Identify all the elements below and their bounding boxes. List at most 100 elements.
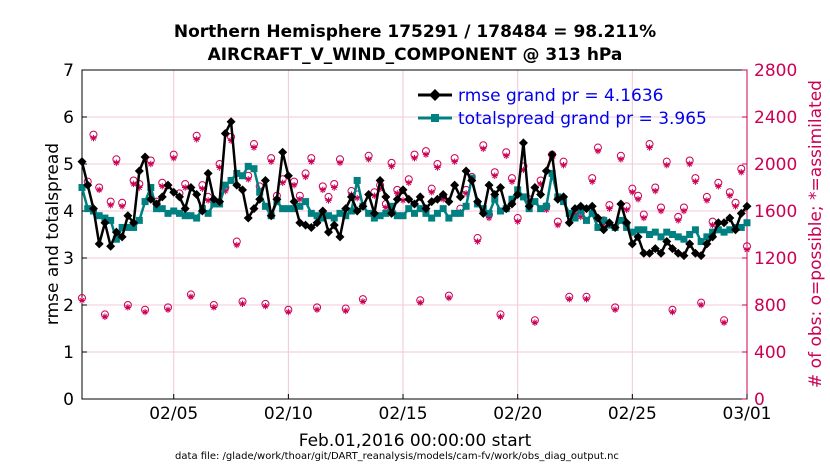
obs-assimilated-marker xyxy=(629,189,636,196)
rmse-point xyxy=(352,206,362,216)
line-series xyxy=(77,117,752,261)
rmse-point xyxy=(627,239,637,249)
obs-assimilated-marker xyxy=(451,158,458,165)
x-tick-label: 02/20 xyxy=(493,404,542,424)
rmse-point xyxy=(318,206,328,216)
spread-point xyxy=(588,209,596,217)
spread-point xyxy=(451,209,459,217)
rmse-point xyxy=(702,239,712,249)
obs-assimilated-marker xyxy=(394,190,401,197)
obs-assimilated-marker xyxy=(204,197,212,204)
obs-assimilated-marker xyxy=(411,154,418,162)
x-tick-label: 02/15 xyxy=(379,404,428,424)
obs-assimilated-marker xyxy=(634,196,642,203)
obs-assimilated-marker xyxy=(503,152,510,159)
rmse-point xyxy=(266,211,276,221)
y-left-tick-label: 7 xyxy=(63,61,74,81)
rmse-point xyxy=(381,192,391,202)
obs-assimilated-marker xyxy=(118,203,126,210)
rmse-point xyxy=(260,175,270,185)
rmse-point xyxy=(622,218,632,228)
spread-point xyxy=(147,184,155,191)
spread-point xyxy=(668,231,676,238)
spread-point xyxy=(336,209,344,217)
y-axis-right-label: # of obs: o=possible; *=assimilated xyxy=(806,80,826,388)
y-left-tick-label: 3 xyxy=(63,249,74,269)
rmse-point xyxy=(501,204,511,214)
spread-point xyxy=(519,193,527,201)
obs-assimilated-marker xyxy=(422,151,430,158)
spread-point xyxy=(709,228,717,236)
rmse-point xyxy=(117,232,127,242)
rmse-point xyxy=(507,199,517,209)
spread-point xyxy=(565,209,573,217)
rmse-point xyxy=(341,204,351,214)
y-right-tick-label: 800 xyxy=(754,296,786,316)
rmse-point xyxy=(146,194,156,204)
obs-assimilated-marker xyxy=(170,154,177,162)
spread-point xyxy=(686,231,694,238)
obs-assimilated-marker xyxy=(462,190,470,197)
spread-point xyxy=(726,226,734,234)
rmse-point xyxy=(736,208,746,218)
rmse-point xyxy=(432,194,442,204)
x-tick-label: 02/25 xyxy=(608,404,657,424)
rmse-point xyxy=(123,211,133,221)
spread-point xyxy=(307,209,315,217)
spread-point xyxy=(651,228,659,236)
rmse-point xyxy=(541,166,551,176)
rmse-point xyxy=(633,232,643,242)
y-left-tick-label: 2 xyxy=(63,296,74,316)
spread-point xyxy=(628,228,636,236)
obs-assimilated-marker xyxy=(589,178,596,185)
rmse-point xyxy=(88,204,98,214)
obs-assimilated-marker xyxy=(560,161,567,169)
rmse-point xyxy=(473,197,483,207)
spread-point xyxy=(370,214,378,222)
obs-assimilated-marker xyxy=(657,207,665,215)
obs-assimilated-marker xyxy=(508,178,516,185)
rmse-point xyxy=(364,190,374,200)
x-tick-label: 02/05 xyxy=(149,404,198,424)
y-left-tick-label: 1 xyxy=(63,343,74,363)
legend-rmse-marker xyxy=(429,89,441,101)
rmse-point xyxy=(610,222,620,232)
rmse-point xyxy=(238,185,248,195)
rmse-point xyxy=(243,213,253,223)
x-axis: 02/05 02/10 02/15 02/20 02/25 03/01 xyxy=(149,394,772,424)
rmse-point xyxy=(220,128,230,138)
obs-assimilated-marker xyxy=(141,308,149,316)
data-file-footer: data file: /glade/work/thoar/git/DART_re… xyxy=(175,451,619,462)
obs-assimilated-marker xyxy=(703,197,711,204)
obs-assimilated-marker xyxy=(726,192,734,199)
obs-assimilated-marker xyxy=(130,180,137,188)
spread-point xyxy=(714,226,722,234)
chart-title: Northern Hemisphere 175291 / 178484 = 98… xyxy=(174,22,656,42)
obs-assimilated-marker xyxy=(164,306,172,313)
spread-point xyxy=(542,202,550,210)
obs-assimilated-marker xyxy=(376,185,384,192)
spread-point xyxy=(302,198,310,206)
obs-assimilated-marker xyxy=(233,241,240,249)
obs-assimilated-marker xyxy=(308,158,315,165)
spread-point xyxy=(313,212,321,220)
spread-point xyxy=(646,231,654,238)
spread-point xyxy=(227,176,235,184)
legend-rmse-label: rmse grand pr = 4.1636 xyxy=(458,86,663,106)
spread-point xyxy=(496,207,504,215)
obs-assimilated-marker xyxy=(611,306,619,313)
rmse-point xyxy=(215,197,225,207)
obs-assimilated-marker xyxy=(434,164,441,171)
obs-assimilated-marker xyxy=(388,163,395,170)
obs-assimilated-marker xyxy=(325,197,332,204)
rmse-point xyxy=(100,218,110,228)
obs-assimilated-marker xyxy=(646,144,653,151)
spread-point xyxy=(399,212,407,220)
obs-assimilated-marker xyxy=(675,217,682,224)
y-left-tick-label: 6 xyxy=(63,108,74,128)
obs-assimilated-marker xyxy=(663,161,670,169)
spread-point xyxy=(244,162,252,170)
spread-point xyxy=(175,209,183,217)
obs-assimilated-marker xyxy=(193,136,200,143)
